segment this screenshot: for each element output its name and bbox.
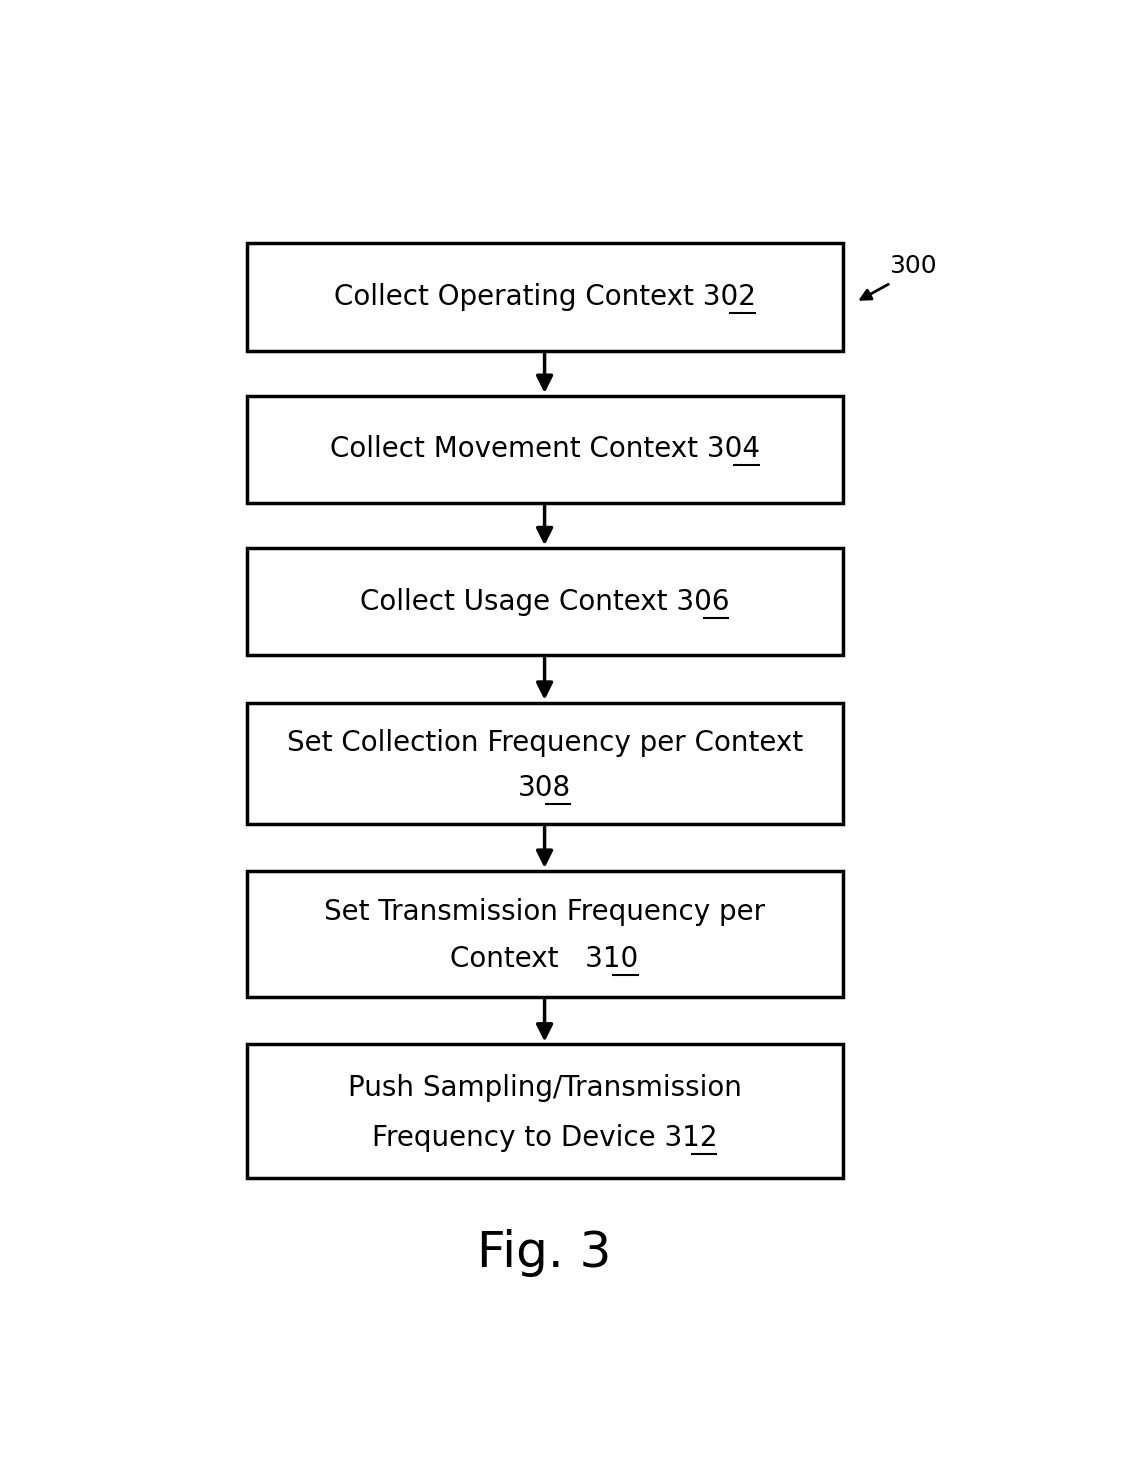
Text: Fig. 3: Fig. 3 — [477, 1229, 612, 1277]
FancyBboxPatch shape — [247, 703, 843, 825]
FancyBboxPatch shape — [247, 243, 843, 350]
Text: Frequency to Device 312: Frequency to Device 312 — [372, 1124, 717, 1151]
FancyBboxPatch shape — [247, 396, 843, 502]
Text: Set Collection Frequency per Context: Set Collection Frequency per Context — [286, 728, 803, 757]
Text: 308: 308 — [518, 774, 571, 801]
Text: Collect Operating Context 302: Collect Operating Context 302 — [334, 283, 756, 311]
Text: Set Transmission Frequency per: Set Transmission Frequency per — [323, 898, 766, 926]
Text: 300: 300 — [889, 253, 936, 278]
Text: Collect Movement Context 304: Collect Movement Context 304 — [329, 435, 760, 463]
Text: Push Sampling/Transmission: Push Sampling/Transmission — [347, 1074, 742, 1102]
FancyBboxPatch shape — [247, 870, 843, 998]
FancyBboxPatch shape — [247, 1045, 843, 1178]
FancyBboxPatch shape — [247, 548, 843, 655]
Text: Context   310: Context 310 — [450, 945, 639, 973]
Text: Collect Usage Context 306: Collect Usage Context 306 — [360, 587, 729, 615]
